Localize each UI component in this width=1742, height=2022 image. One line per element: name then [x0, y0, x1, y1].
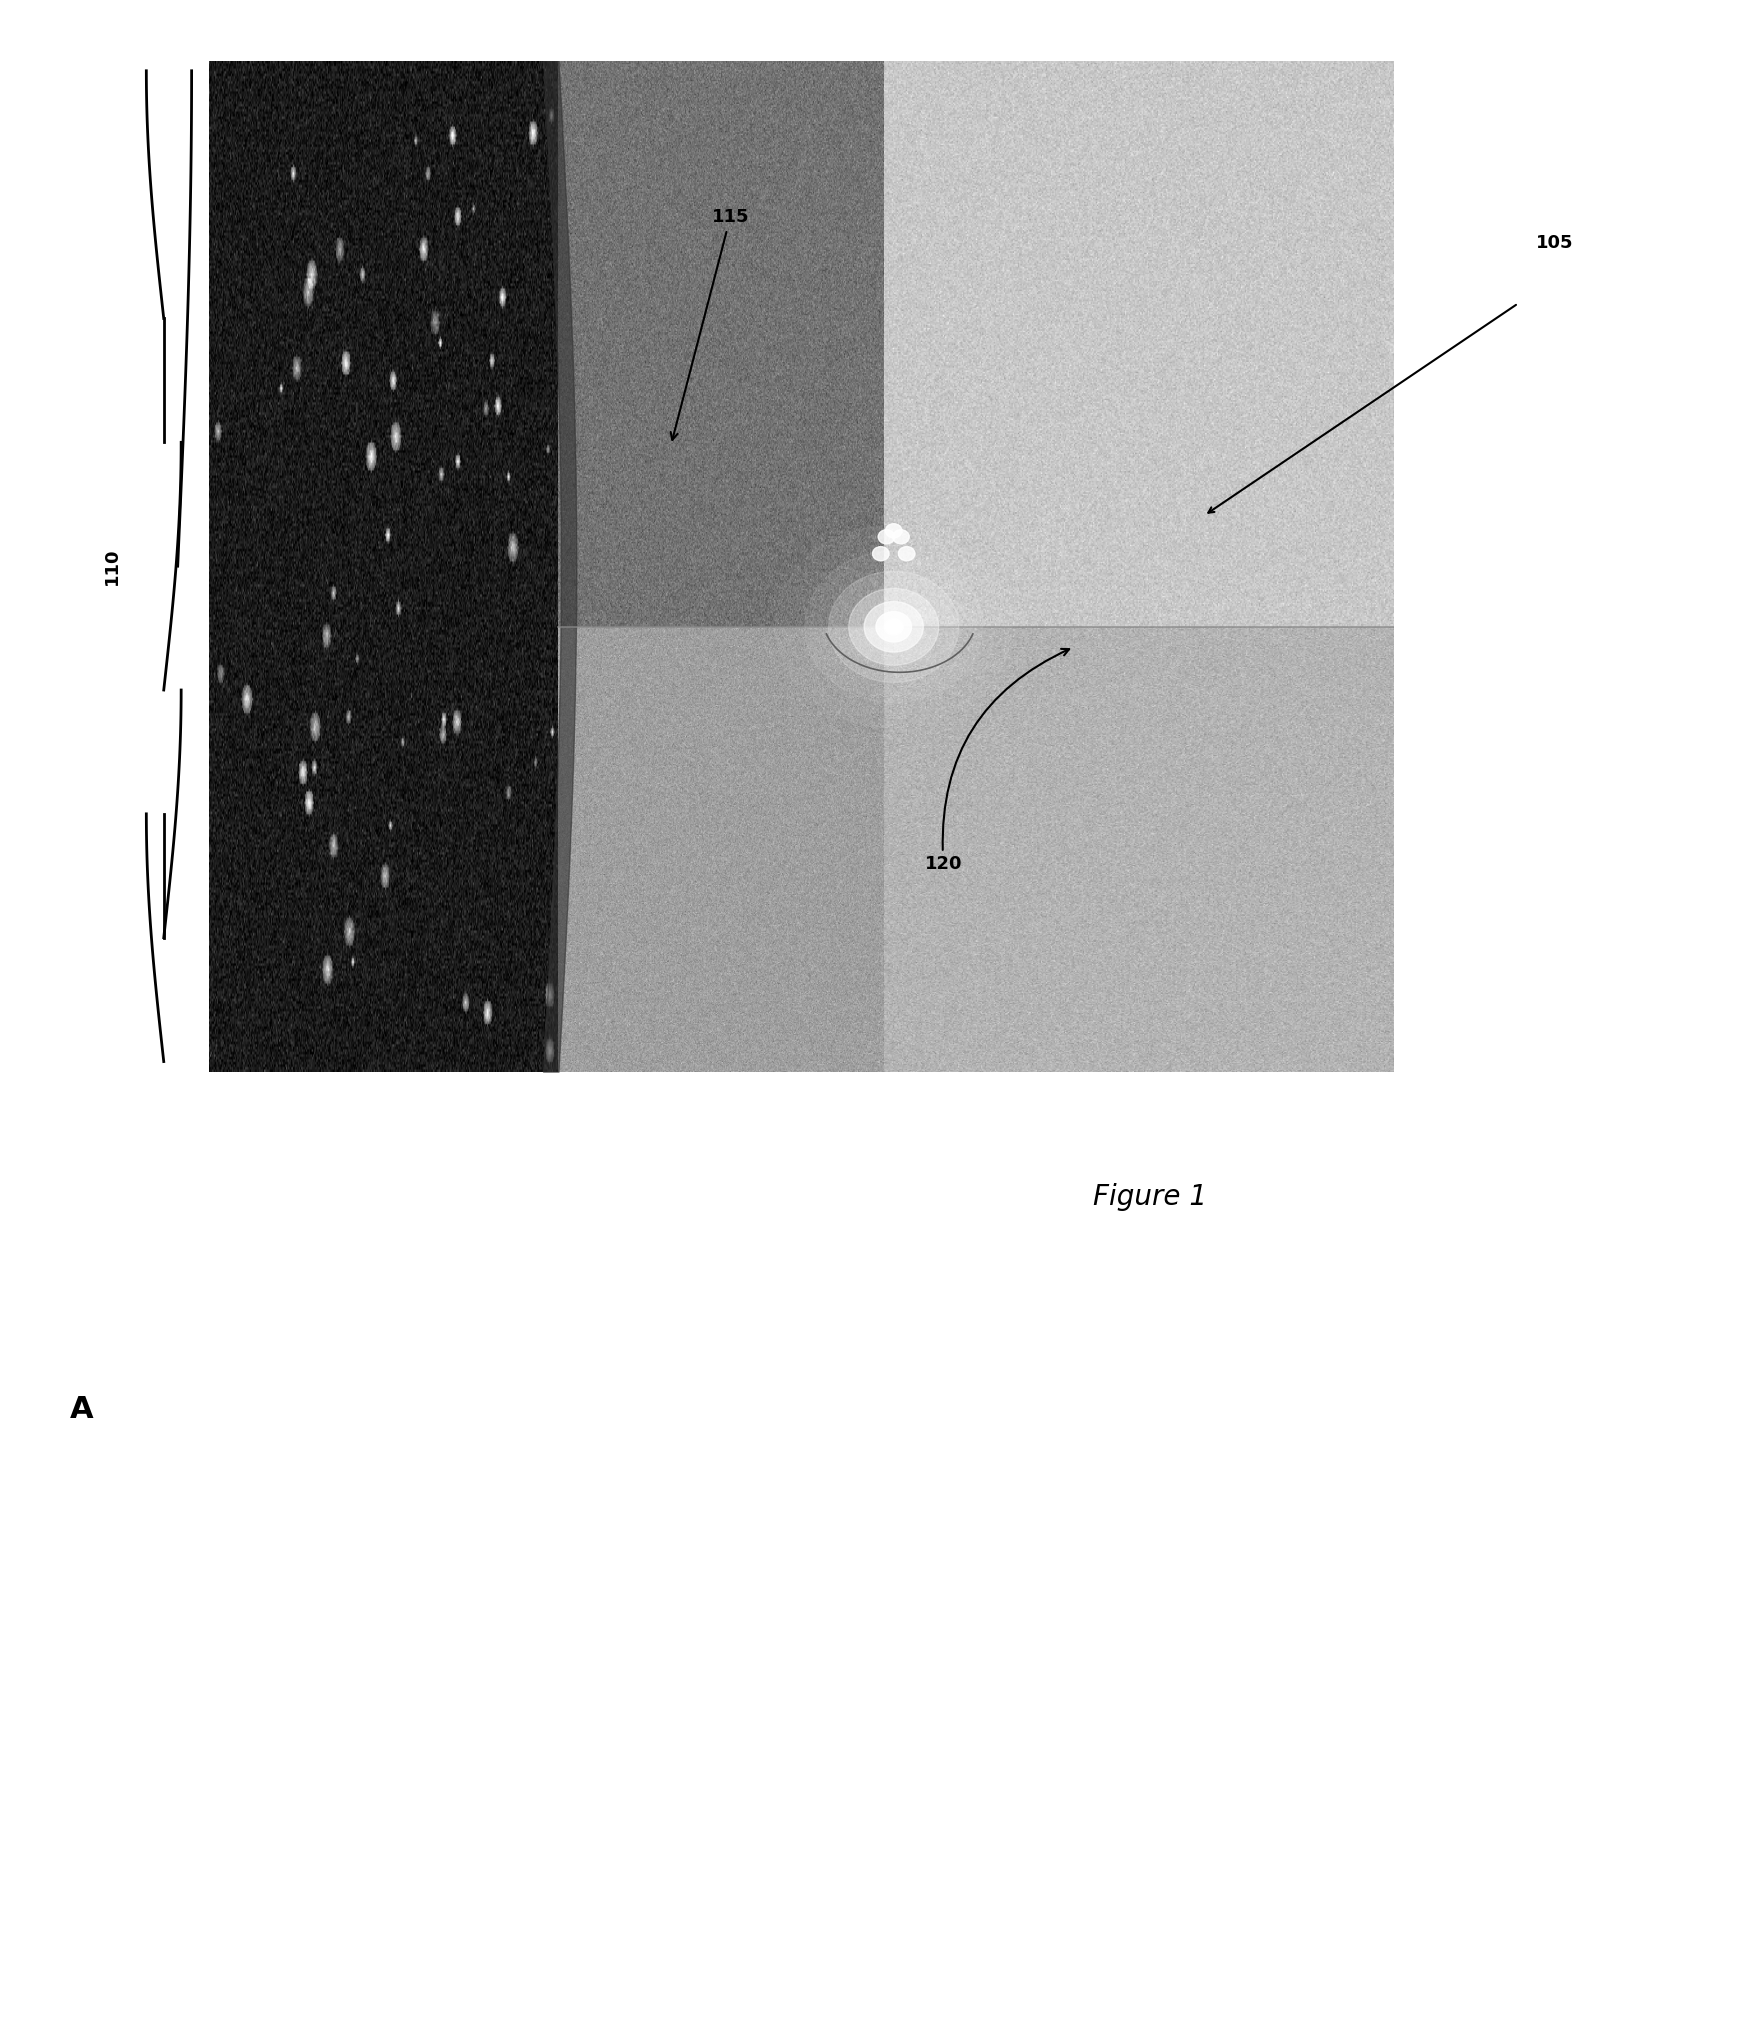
Text: 120: 120 [925, 649, 1070, 874]
Circle shape [848, 588, 939, 665]
Text: 115: 115 [671, 208, 749, 441]
Circle shape [885, 524, 902, 538]
Text: A: A [70, 1395, 94, 1423]
Circle shape [864, 603, 923, 653]
Circle shape [892, 530, 909, 544]
Text: 105: 105 [1536, 235, 1573, 251]
Circle shape [829, 572, 958, 683]
Circle shape [885, 619, 902, 635]
Circle shape [878, 530, 895, 544]
Text: Figure 1: Figure 1 [1092, 1183, 1207, 1211]
Circle shape [873, 546, 888, 560]
Text: 110: 110 [103, 548, 120, 584]
Circle shape [805, 552, 982, 704]
Circle shape [899, 546, 915, 560]
Circle shape [876, 613, 911, 643]
